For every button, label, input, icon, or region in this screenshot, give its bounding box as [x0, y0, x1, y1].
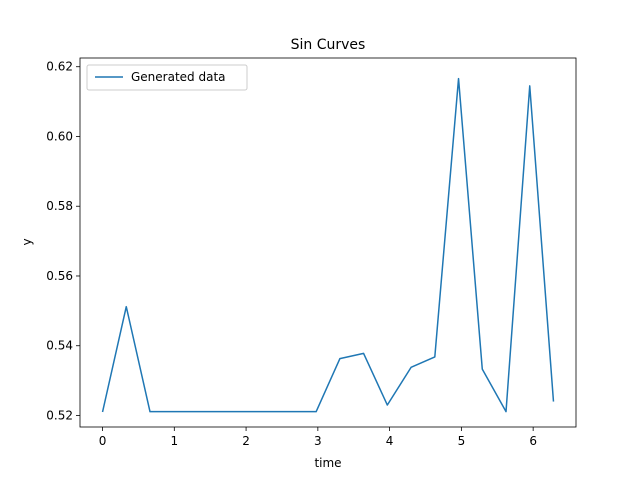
legend-box [86, 64, 248, 91]
y-tick-label: 0.58 [46, 199, 73, 213]
y-tick-label: 0.62 [46, 60, 73, 74]
x-tick-label: 1 [170, 434, 178, 448]
y-tick-label: 0.60 [46, 129, 73, 143]
x-axis-label: time [314, 456, 341, 470]
legend: Generated data [86, 64, 248, 91]
axes-frame [79, 57, 577, 428]
y-axis-label: y [20, 238, 34, 245]
x-tick-label: 0 [99, 434, 107, 448]
x-tick-label: 2 [242, 434, 250, 448]
y-tick-label: 0.52 [46, 408, 73, 422]
legend-label-generated-data: Generated data [131, 70, 226, 84]
y-tick-label: 0.54 [46, 339, 73, 353]
x-tick-label: 4 [386, 434, 394, 448]
x-tick-label: 3 [314, 434, 322, 448]
x-tick-label: 6 [529, 434, 537, 448]
chart-title: Sin Curves [291, 37, 366, 53]
x-tick-label: 5 [458, 434, 466, 448]
plot-area: 0 1 2 3 4 5 6 0.52 0.54 0.56 0.58 0.60 0.62 [46, 57, 577, 448]
series-line-0 [101, 77, 555, 413]
y-tick-label: 0.56 [46, 269, 73, 283]
